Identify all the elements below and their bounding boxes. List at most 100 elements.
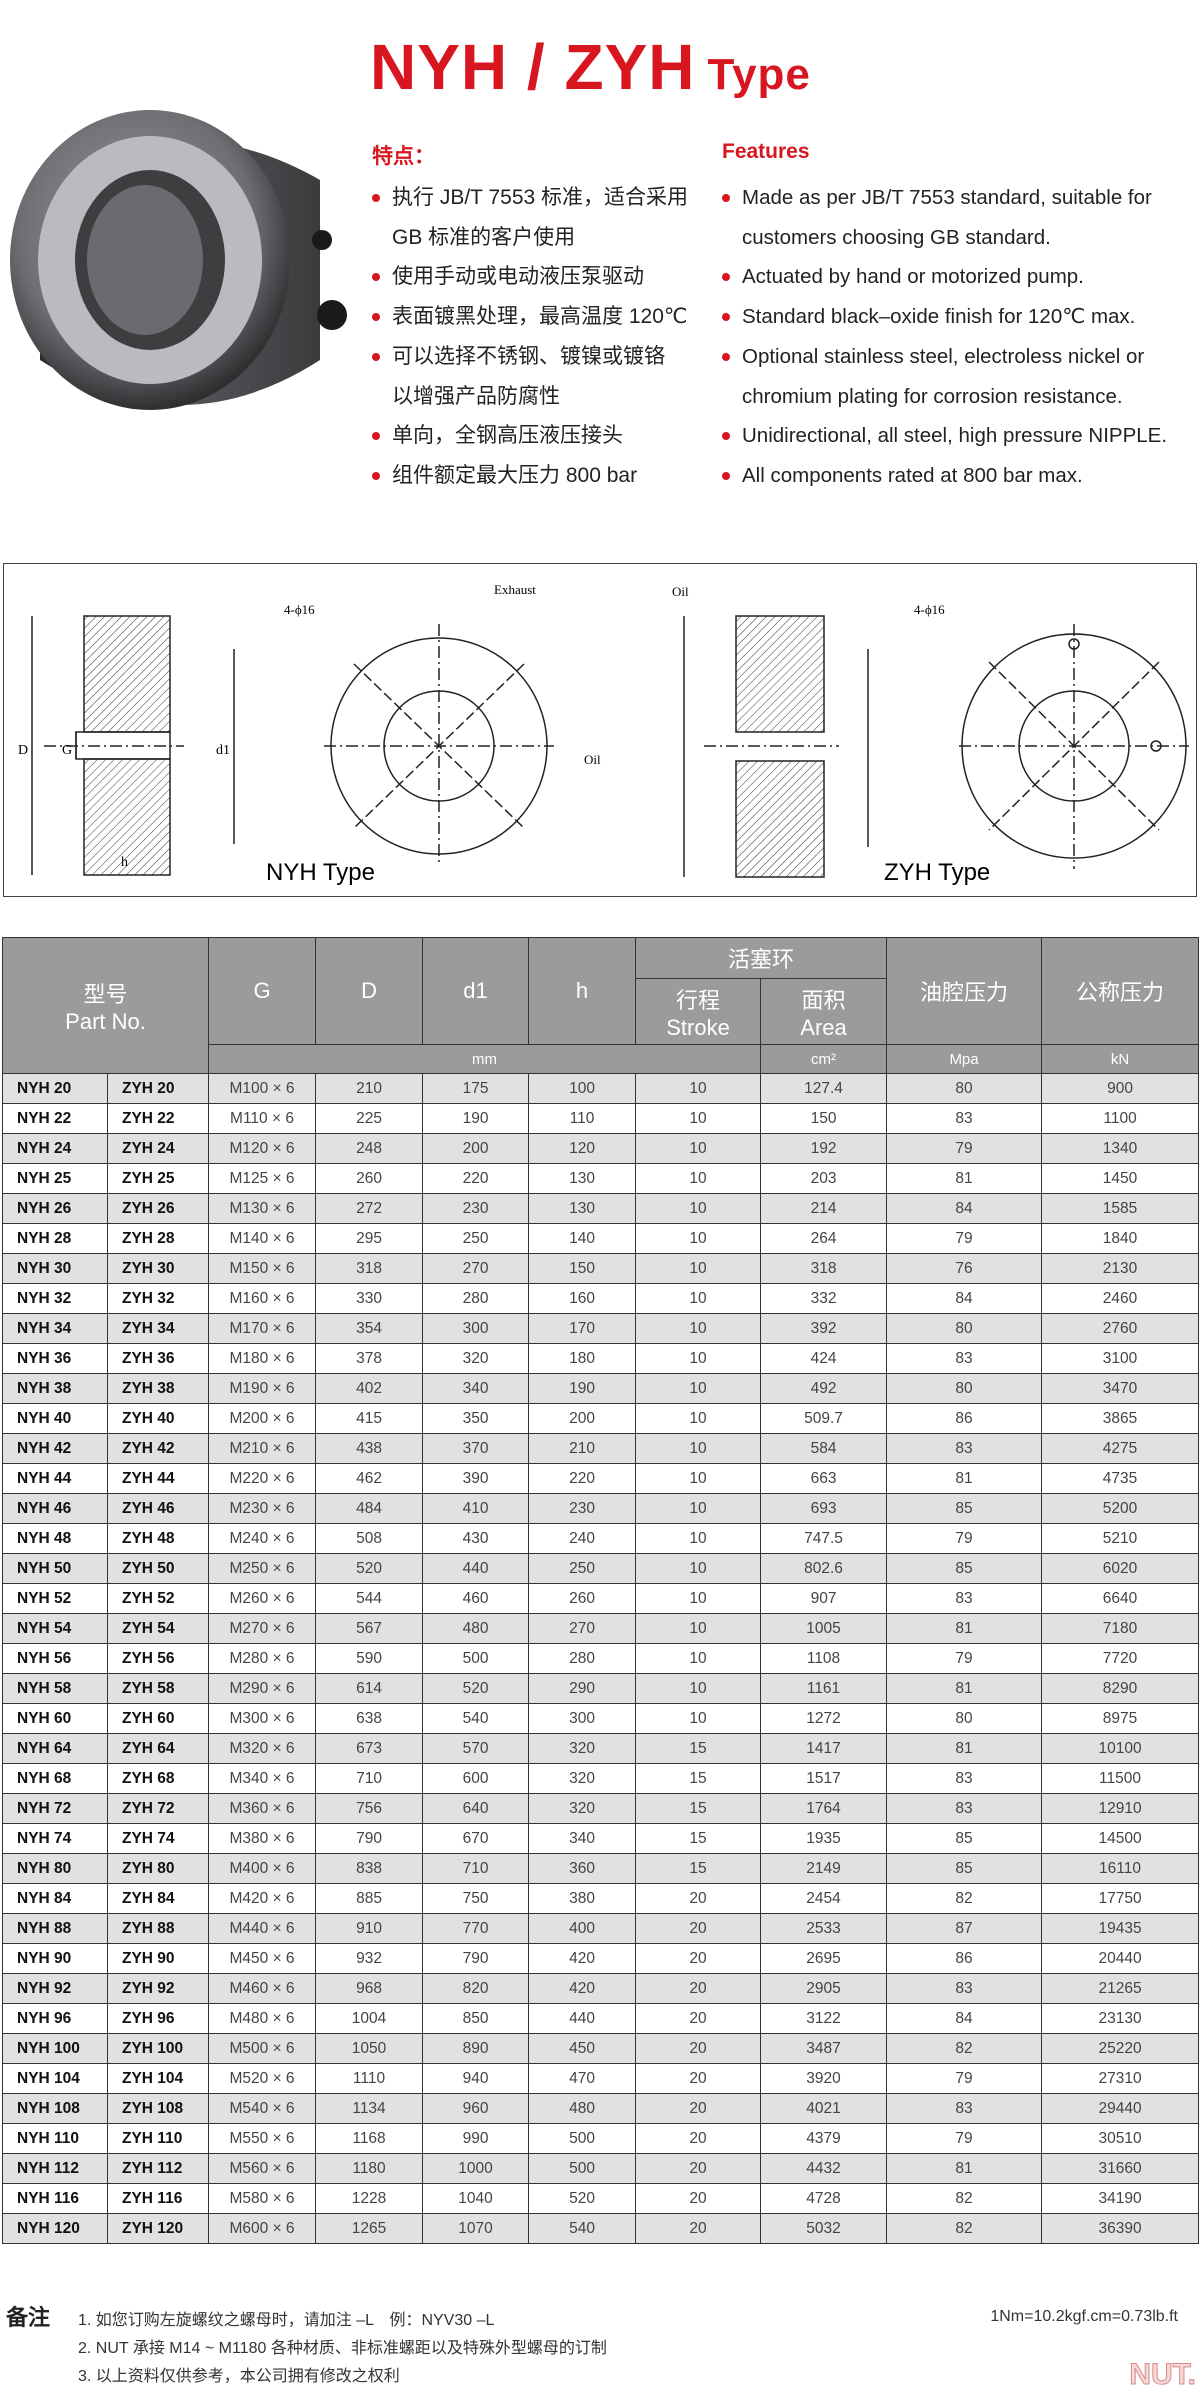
- cell-dim-h: 130: [528, 1163, 637, 1194]
- cell-nominal-force: 5200: [1041, 1493, 1200, 1524]
- table-row: NYH 88 ZYH 88 M440 × 6 910 770 400 20 2533 87 194…: [2, 1913, 1200, 1944]
- table-row: NYH 104 ZYH 104 M520 × 6 1110 940 470 20 3920 79…: [2, 2063, 1200, 2094]
- cell-dim-d1: 340: [422, 1373, 530, 1404]
- cell-dim-d: 590: [315, 1643, 424, 1674]
- page-title: NYH / ZYH Type: [370, 30, 811, 104]
- cell-dim-d1: 250: [422, 1223, 530, 1254]
- cell-oil-pressure: 79: [886, 1223, 1043, 1254]
- cell-oil-pressure: 83: [886, 1763, 1043, 1794]
- cell-nominal-force: 8290: [1041, 1673, 1200, 1704]
- table-row: NYH 74 ZYH 74 M380 × 6 790 670 340 15 1935 85 145…: [2, 1823, 1200, 1854]
- cell-area: 192: [760, 1133, 888, 1164]
- cell-dim-h: 280: [528, 1643, 637, 1674]
- col-d1: d1: [422, 937, 530, 1045]
- cell-stroke: 20: [635, 2123, 762, 2154]
- cell-area: 264: [760, 1223, 888, 1254]
- cell-stroke: 10: [635, 1283, 762, 1314]
- cell-dim-d1: 320: [422, 1343, 530, 1374]
- cell-nominal-force: 17750: [1041, 1883, 1200, 1914]
- cell-nominal-force: 5210: [1041, 1523, 1200, 1554]
- cell-thread-g: M480 × 6: [208, 2003, 317, 2034]
- cell-dim-h: 230: [528, 1493, 637, 1524]
- cell-zyh-part: ZYH 24: [106, 1133, 210, 1164]
- cell-dim-d1: 440: [422, 1553, 530, 1584]
- cell-dim-d: 1050: [315, 2033, 424, 2064]
- cell-nyh-part: NYH 60: [2, 1703, 108, 1734]
- cell-dim-h: 130: [528, 1193, 637, 1224]
- cell-nyh-part: NYH 90: [2, 1943, 108, 1974]
- cell-thread-g: M600 × 6: [208, 2213, 317, 2244]
- cell-thread-g: M540 × 6: [208, 2093, 317, 2124]
- cell-nyh-part: NYH 108: [2, 2093, 108, 2124]
- cell-zyh-part: ZYH 20: [106, 1073, 210, 1104]
- cell-dim-d: 567: [315, 1613, 424, 1644]
- cell-stroke: 10: [635, 1103, 762, 1134]
- feature-en-item: chromium plating for corrosion resistanc…: [742, 384, 1123, 408]
- table-row: NYH 22 ZYH 22 M110 × 6 225 190 110 10 150 83 1100: [2, 1103, 1200, 1134]
- cell-zyh-part: ZYH 100: [106, 2033, 210, 2064]
- cell-dim-d1: 640: [422, 1793, 530, 1824]
- table-row: NYH 30 ZYH 30 M150 × 6 318 270 150 10 318 76 2130: [2, 1253, 1200, 1284]
- feature-en-item: Actuated by hand or motorized pump.: [720, 257, 1200, 297]
- cell-zyh-part: ZYH 112: [106, 2153, 210, 2184]
- cell-oil-pressure: 83: [886, 2093, 1043, 2124]
- cell-nominal-force: 34190: [1041, 2183, 1200, 2214]
- cell-zyh-part: ZYH 116: [106, 2183, 210, 2214]
- specifications-table: 型号 Part No. G D d1 h 活塞环 油腔压力 公称压力 行程 Stro…: [1, 937, 1200, 2244]
- cell-dim-h: 400: [528, 1913, 637, 1944]
- cell-dim-d: 968: [315, 1973, 424, 2004]
- cell-dim-d1: 750: [422, 1883, 530, 1914]
- cell-zyh-part: ZYH 108: [106, 2093, 210, 2124]
- cell-dim-d: 544: [315, 1583, 424, 1614]
- cell-nyh-part: NYH 46: [2, 1493, 108, 1524]
- cell-stroke: 10: [635, 1463, 762, 1494]
- col-stroke: 行程 Stroke: [635, 978, 762, 1045]
- cell-stroke: 15: [635, 1763, 762, 1794]
- cell-area: 747.5: [760, 1523, 888, 1554]
- cell-dim-h: 340: [528, 1823, 637, 1854]
- cell-dim-h: 500: [528, 2153, 637, 2184]
- feature-en-item: Unidirectional, all steel, high pressure…: [720, 416, 1200, 456]
- cell-stroke: 10: [635, 1133, 762, 1164]
- cell-dim-h: 440: [528, 2003, 637, 2034]
- table-row: NYH 26 ZYH 26 M130 × 6 272 230 130 10 214 84 1585: [2, 1193, 1200, 1224]
- cell-oil-pressure: 86: [886, 1943, 1043, 1974]
- cell-zyh-part: ZYH 48: [106, 1523, 210, 1554]
- feature-cn-item: 使用手动或电动液压泵驱动: [370, 257, 710, 297]
- cell-nominal-force: 11500: [1041, 1763, 1200, 1794]
- cell-dim-d: 330: [315, 1283, 424, 1314]
- cell-dim-d1: 190: [422, 1103, 530, 1134]
- cell-dim-d: 415: [315, 1403, 424, 1434]
- table-row: NYH 24 ZYH 24 M120 × 6 248 200 120 10 192 79 1340: [2, 1133, 1200, 1164]
- table-row: NYH 54 ZYH 54 M270 × 6 567 480 270 10 1005 81 718…: [2, 1613, 1200, 1644]
- cell-dim-d1: 200: [422, 1133, 530, 1164]
- cell-nyh-part: NYH 22: [2, 1103, 108, 1134]
- feature-cn-item: 表面镀黑处理，最高温度 120℃: [370, 297, 710, 337]
- cell-dim-d: 354: [315, 1313, 424, 1344]
- cell-nominal-force: 36390: [1041, 2213, 1200, 2244]
- cell-thread-g: M400 × 6: [208, 1853, 317, 1884]
- cell-stroke: 10: [635, 1673, 762, 1704]
- cell-area: 1764: [760, 1793, 888, 1824]
- cell-area: 4432: [760, 2153, 888, 2184]
- cell-zyh-part: ZYH 52: [106, 1583, 210, 1614]
- cell-nominal-force: 14500: [1041, 1823, 1200, 1854]
- feature-en-item: Optional stainless steel, electroless ni…: [720, 337, 1200, 377]
- bullet-icon: [722, 471, 730, 480]
- cell-thread-g: M520 × 6: [208, 2063, 317, 2094]
- cell-zyh-part: ZYH 38: [106, 1373, 210, 1404]
- cell-area: 127.4: [760, 1073, 888, 1104]
- cell-dim-d: 1134: [315, 2093, 424, 2124]
- cell-dim-h: 450: [528, 2033, 637, 2064]
- cell-nominal-force: 23130: [1041, 2003, 1200, 2034]
- cell-zyh-part: ZYH 42: [106, 1433, 210, 1464]
- cell-area: 2695: [760, 1943, 888, 1974]
- cell-nominal-force: 900: [1041, 1073, 1200, 1104]
- cell-zyh-part: ZYH 104: [106, 2063, 210, 2094]
- cell-dim-d1: 300: [422, 1313, 530, 1344]
- cell-nyh-part: NYH 42: [2, 1433, 108, 1464]
- features-cn-list: 执行 JB/T 7553 标准，适合采用 GB 标准的客户使用 使用手动或电动液…: [370, 178, 710, 496]
- cell-area: 3920: [760, 2063, 888, 2094]
- product-photo-nut: [10, 110, 347, 410]
- dim-d1-label: d1: [216, 743, 230, 758]
